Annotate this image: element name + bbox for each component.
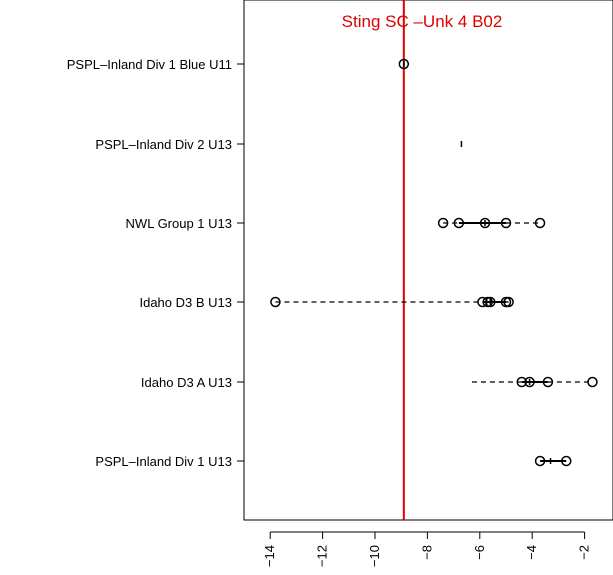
data-point: [479, 217, 491, 229]
x-tick-label: −8: [419, 545, 434, 560]
data-point: [503, 296, 514, 308]
box-2: [437, 217, 546, 229]
data-point: [437, 217, 449, 229]
data-point: [542, 376, 554, 388]
data-point: [477, 296, 488, 308]
chart-marks: [270, 0, 598, 520]
data-point: [587, 376, 598, 388]
data-point: [500, 217, 512, 229]
box-3: [270, 296, 514, 308]
category-label: PSPL–Inland Div 1 U13: [95, 454, 232, 469]
data-point: [270, 296, 281, 308]
x-axis: −14 −12 −10 −8 −6 −4 −2: [262, 531, 592, 567]
x-tick-label: −10: [367, 545, 382, 567]
data-point: [398, 58, 410, 70]
box-0: [398, 58, 410, 70]
x-tick-label: −6: [472, 545, 487, 560]
x-tick-label: −14: [262, 545, 277, 567]
x-tick-label: −2: [577, 545, 592, 560]
data-point: [516, 376, 527, 388]
category-label: Idaho D3 B U13: [139, 295, 232, 310]
x-tick-label: −12: [315, 545, 330, 567]
category-label: PSPL–Inland Div 1 Blue U11: [67, 57, 232, 72]
data-point: [485, 296, 496, 308]
category-label: NWL Group 1 U13: [126, 216, 232, 231]
data-point: [453, 217, 465, 229]
x-tick-label: −4: [524, 545, 539, 560]
chart-title: Sting SC –Unk 4 B02: [342, 12, 503, 31]
data-point: [534, 217, 546, 229]
data-point: [561, 455, 572, 467]
box-5: [534, 455, 572, 467]
data-point: [524, 376, 535, 388]
category-label: PSPL–Inland Div 2 U13: [95, 137, 232, 152]
category-label: Idaho D3 A U13: [141, 375, 232, 390]
category-labels: PSPL–Inland Div 1 Blue U11 PSPL–Inland Di…: [67, 57, 244, 469]
data-point: [534, 455, 546, 467]
box-4: [471, 376, 598, 388]
plot-frame: [243, 0, 613, 521]
